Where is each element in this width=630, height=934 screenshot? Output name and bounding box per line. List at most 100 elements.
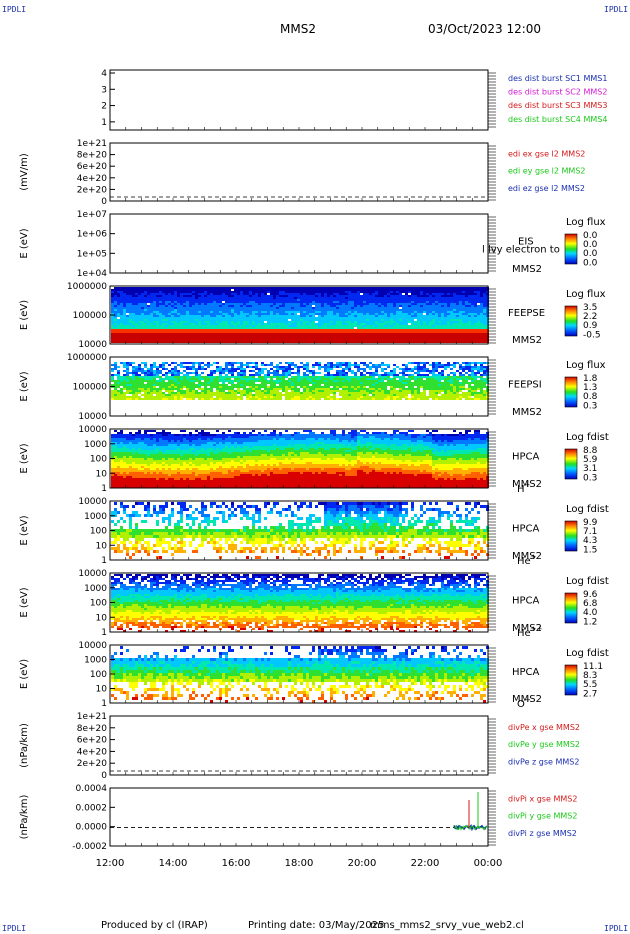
- ytick-label-eis: 1e+05: [77, 249, 107, 259]
- ylabel-hpca_he: E (eV): [19, 515, 30, 545]
- ylabel-hpca_o: E (eV): [19, 659, 30, 689]
- instrument-label-hpca_he: HPCA: [512, 524, 540, 535]
- colorbar-tick-eis: 0.0: [583, 240, 598, 250]
- xtick-label: 22:00: [411, 858, 440, 869]
- ytick-label-hpca_h: 1: [101, 484, 107, 494]
- panel-hpca_h: [109, 428, 578, 489]
- colorbar-hpca_o: [564, 664, 578, 696]
- colorbar-tick-hpca_hepp: 1.2: [583, 617, 597, 627]
- panel-burst: [109, 69, 496, 131]
- colorbar-tick-feepse: 0.9: [583, 321, 598, 331]
- corner-label-bottom-left: IPDLI: [2, 924, 27, 933]
- ytick-label-hpca_hepp: 10000: [78, 569, 107, 579]
- spacecraft-label-hpca_he: MMS2: [512, 551, 542, 562]
- legend-item-burst: des dist burst SC3 MMS3: [508, 101, 607, 110]
- ytick-label-edi: 4e+20: [77, 174, 108, 184]
- xtick-label: 00:00: [474, 858, 503, 869]
- colorbar-tick-feepsi: 0.8: [583, 392, 598, 402]
- spacecraft-label-eis: MMS2: [512, 264, 542, 275]
- colorbar-tick-hpca_h: 3.1: [583, 464, 597, 474]
- ylabel-eis: E (eV): [19, 228, 30, 258]
- colorbar-tick-hpca_he: 4.3: [583, 536, 597, 546]
- ytick-label-hpca_o: 10000: [78, 641, 107, 651]
- ytick-label-burst: 2: [101, 102, 107, 112]
- legend-item-burst: des dist burst SC4 MMS4: [508, 115, 607, 124]
- spacecraft-label-feepsi: MMS2: [512, 407, 542, 418]
- species-label-hpca_o: O+: [517, 696, 531, 710]
- legend-item-divpi: divPi z gse MMS2: [508, 829, 577, 838]
- footer-printing-date: Printing date: 03/May/2025: [248, 920, 385, 931]
- colorbar-tick-hpca_h: 5.9: [583, 455, 598, 465]
- ytick-label-divpe: 6e+20: [77, 736, 108, 746]
- ytick-label-divpi: 0.0004: [76, 784, 108, 794]
- panel-hpca_he: [109, 500, 578, 561]
- ylabel-feepsi: E (eV): [19, 371, 30, 401]
- legend-item-divpe: divPe x gse MMS2: [508, 723, 580, 732]
- panel-frame-eis: [109, 213, 489, 274]
- legend-item-divpi: divPi y gse MMS2: [508, 812, 577, 821]
- panel-divpi: [109, 787, 496, 847]
- colorbar-tick-hpca_hepp: 9.6: [583, 590, 598, 600]
- legend-item-edi: edi ey gse l2 MMS2: [508, 167, 586, 176]
- colorbar-tick-hpca_o: 2.7: [583, 689, 597, 699]
- colorbar-feepse: [564, 305, 578, 337]
- colorbar-hpca_hepp: [564, 592, 578, 624]
- ytick-label-hpca_he: 10000: [78, 497, 107, 507]
- instrument-label-eis: EIS: [518, 237, 534, 248]
- spacecraft-label-hpca_hepp: MMS2: [512, 623, 542, 634]
- ytick-label-hpca_he: 100: [90, 527, 107, 537]
- ytick-label-eis: 1e+06: [77, 230, 108, 240]
- xtick-label: 14:00: [159, 858, 188, 869]
- ytick-label-edi: 2e+20: [77, 185, 108, 195]
- colorbar-title-hpca_h: Log fdist: [566, 432, 609, 443]
- colorbar-title-feepse: Log flux: [566, 289, 606, 300]
- colorbar-title-hpca_hepp: Log fdist: [566, 576, 609, 587]
- ytick-label-divpi: -0.0002: [72, 842, 107, 852]
- instrument-label-hpca_h: HPCA: [512, 452, 540, 463]
- ytick-label-hpca_hepp: 10: [96, 613, 108, 623]
- corner-label-top-left: IPDLI: [2, 5, 27, 14]
- charge-label-hpca_he: +: [531, 553, 537, 561]
- ytick-label-hpca_hepp: 1: [101, 628, 107, 638]
- panel-frame-divpi: [109, 787, 489, 847]
- spacecraft-label-hpca_h: MMS2: [512, 479, 542, 490]
- ytick-label-hpca_h: 10: [96, 469, 108, 479]
- colorbar-tick-hpca_h: 0.3: [583, 473, 597, 483]
- instrument-label-hpca_o: HPCA: [512, 667, 540, 678]
- panel-frame-burst: [109, 69, 489, 131]
- panel-hpca_hepp: [109, 572, 578, 633]
- colorbar-tick-hpca_he: 9.9: [583, 518, 598, 528]
- instrument-label-hpca_hepp: HPCA: [512, 596, 540, 607]
- legend-item-edi: edi ex gse l2 MMS2: [508, 150, 585, 159]
- colorbar-feepsi: [564, 376, 578, 408]
- ytick-label-hpca_o: 100: [90, 670, 107, 680]
- ytick-label-hpca_hepp: 100: [90, 599, 107, 609]
- legend-item-burst: des dist burst SC2 MMS2: [508, 88, 607, 97]
- ytick-label-edi: 1e+21: [77, 139, 107, 149]
- ytick-label-hpca_h: 10000: [78, 425, 107, 435]
- ytick-label-divpe: 8e+20: [77, 724, 108, 734]
- colorbar-tick-feepsi: 1.3: [583, 383, 597, 393]
- ytick-label-eis: 1e+04: [77, 269, 108, 279]
- ytick-label-edi: 8e+20: [77, 151, 108, 161]
- colorbar-tick-hpca_o: 11.1: [583, 662, 603, 672]
- ylabel-feepse: E (eV): [19, 300, 30, 330]
- ytick-label-hpca_o: 10: [96, 685, 108, 695]
- colorbar-tick-hpca_o: 8.3: [583, 671, 597, 681]
- colorbar-title-feepsi: Log flux: [566, 360, 606, 371]
- species-label-hpca_he: He+: [517, 553, 537, 567]
- header-datetime: 03/Oct/2023 12:00: [428, 22, 542, 36]
- trace-divpi-y: [453, 824, 488, 831]
- xtick-label: 20:00: [348, 858, 377, 869]
- ytick-label-divpi: 0.0002: [76, 803, 108, 813]
- panel-feepse: [109, 285, 578, 345]
- ytick-label-feepsi: 100000: [73, 383, 108, 393]
- ytick-label-feepsi: 10000: [78, 412, 107, 422]
- panel-frame-edi: [109, 142, 489, 202]
- colorbar-tick-hpca_he: 1.5: [583, 545, 597, 555]
- ytick-label-hpca_o: 1: [101, 699, 107, 709]
- ytick-label-hpca_he: 1: [101, 556, 107, 566]
- spacecraft-label-feepse: MMS2: [512, 335, 542, 346]
- ytick-label-divpe: 1e+21: [77, 712, 107, 722]
